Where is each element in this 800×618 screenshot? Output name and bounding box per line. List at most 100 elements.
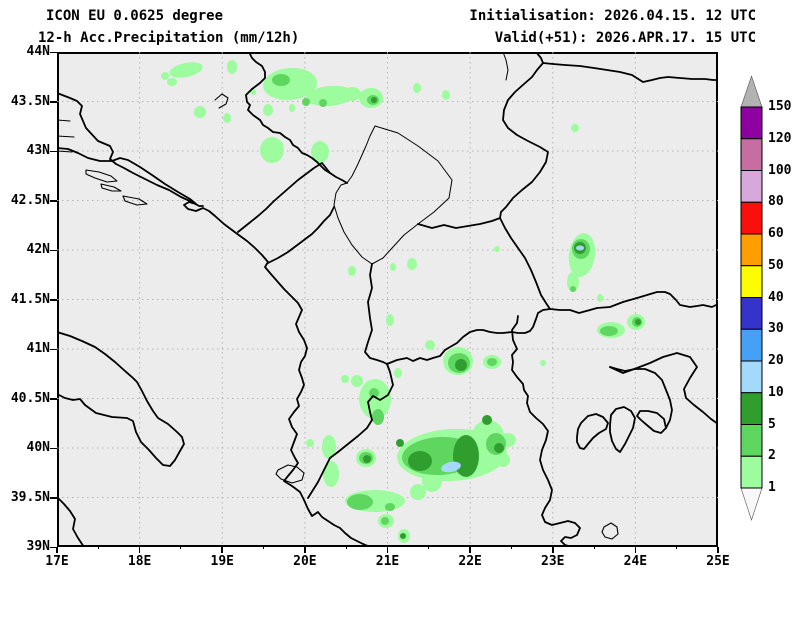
- serbia-bulgaria-border: [499, 52, 549, 219]
- precip-area: [394, 368, 402, 378]
- lon-tick: [634, 547, 637, 553]
- precip-area: [381, 517, 389, 525]
- kassandra-peninsula: [576, 413, 609, 450]
- colorbar-segment: [740, 297, 763, 330]
- precip-area: [442, 90, 450, 100]
- lon-minor-tick: [180, 545, 182, 549]
- colorbar-under-arrow: [740, 487, 763, 521]
- colorbar-label: 80: [768, 194, 784, 210]
- precip-area: [369, 388, 379, 398]
- precip-area: [194, 106, 206, 118]
- precip-area: [347, 494, 373, 510]
- montenegro-bosnia-border: [237, 162, 331, 233]
- lon-minor-tick: [593, 545, 595, 549]
- product-title: 12-h Acc.Precipitation (mm/12h): [38, 30, 300, 46]
- italy-boot-coast: [57, 496, 85, 547]
- precip-area: [494, 443, 504, 453]
- sithonia-peninsula: [609, 406, 636, 453]
- precip-area: [600, 326, 618, 336]
- montenegro-albania-border: [267, 206, 335, 264]
- precip-area: [390, 263, 396, 271]
- lat-tick: [50, 200, 57, 202]
- precip-area: [425, 340, 435, 350]
- albania-east-border: [364, 263, 388, 365]
- grid-lines: [57, 52, 718, 547]
- lon-tick-label: 17E: [45, 554, 69, 569]
- lat-tick-label: 39N: [26, 539, 50, 554]
- colorbar-segment: [740, 138, 763, 171]
- serbia-macedonia-border: [417, 217, 501, 229]
- lon-tick-label: 18E: [127, 554, 152, 569]
- danube-bulgaria-romania-border: [542, 62, 718, 83]
- precip-area: [348, 266, 356, 276]
- lon-minor-tick: [428, 545, 430, 549]
- colorbar-segment: [740, 106, 763, 140]
- thermaic-gulf-coast: [511, 315, 581, 547]
- precip-area: [341, 375, 349, 383]
- lat-tick: [50, 398, 57, 400]
- lon-tick-label: 23E: [541, 554, 565, 569]
- map-plot-area: [57, 52, 718, 547]
- precip-area: [161, 72, 169, 80]
- adriatic-coastline: [57, 147, 371, 547]
- precip-area: [576, 245, 584, 251]
- thasos-island: [601, 522, 619, 540]
- colorbar-segment: [740, 328, 763, 362]
- lat-tick-label: 40N: [26, 440, 50, 455]
- colorbar-segment: [740, 265, 763, 298]
- colorbar-label: 2: [768, 448, 776, 464]
- lon-tick: [221, 547, 224, 553]
- precip-area: [597, 294, 603, 302]
- lon-tick: [386, 547, 389, 553]
- lon-tick: [717, 547, 719, 553]
- precip-area: [408, 451, 432, 471]
- kosovo-border: [333, 125, 453, 265]
- precip-area: [496, 453, 510, 467]
- lon-minor-tick: [345, 545, 347, 549]
- precip-area: [260, 137, 284, 163]
- colorbar-label: 5: [768, 416, 776, 432]
- lat-tick-label: 41.5N: [10, 291, 50, 307]
- lat-tick: [50, 348, 57, 351]
- precip-area: [359, 379, 391, 419]
- colorbar-segment: [740, 233, 763, 267]
- lat-tick: [50, 51, 57, 54]
- precip-area: [363, 455, 371, 463]
- lat-tick: [50, 447, 57, 450]
- athos-peninsula: [636, 410, 667, 434]
- precip-area: [540, 360, 546, 366]
- precip-area: [407, 258, 417, 270]
- precip-area: [343, 87, 361, 101]
- lon-minor-tick: [97, 545, 99, 549]
- lon-tick: [551, 547, 554, 553]
- precip-area: [441, 461, 461, 473]
- precip-area: [482, 415, 492, 425]
- precip-area: [322, 435, 336, 459]
- precip-area: [567, 272, 579, 292]
- map-svg: [57, 52, 718, 547]
- precip-area: [289, 104, 295, 112]
- colorbar-over-arrow: [740, 75, 763, 108]
- lat-tick: [50, 249, 57, 252]
- lat-tick-label: 40.5N: [10, 390, 50, 406]
- precip-area: [385, 503, 395, 511]
- coast-croatia-border: [57, 92, 204, 207]
- country-borders-coastlines: [57, 52, 718, 547]
- precip-area: [410, 484, 426, 500]
- precip-area: [167, 78, 177, 86]
- precip-area: [635, 319, 641, 325]
- colorbar-label: 60: [768, 226, 784, 241]
- lat-tick: [50, 497, 57, 499]
- colorbar-label: 100: [768, 162, 792, 178]
- precip-area: [272, 74, 290, 86]
- colorbar-label: 50: [768, 257, 784, 273]
- colorbar-label: 150: [768, 99, 792, 114]
- strymonian-coast: [609, 366, 673, 429]
- colorbar-label: 30: [768, 321, 784, 337]
- precip-area: [413, 83, 421, 93]
- lon-tick-label: 21E: [375, 554, 400, 569]
- precip-area: [169, 62, 203, 78]
- colorbar-segment: [740, 455, 763, 489]
- colorbar-segment: [740, 201, 763, 235]
